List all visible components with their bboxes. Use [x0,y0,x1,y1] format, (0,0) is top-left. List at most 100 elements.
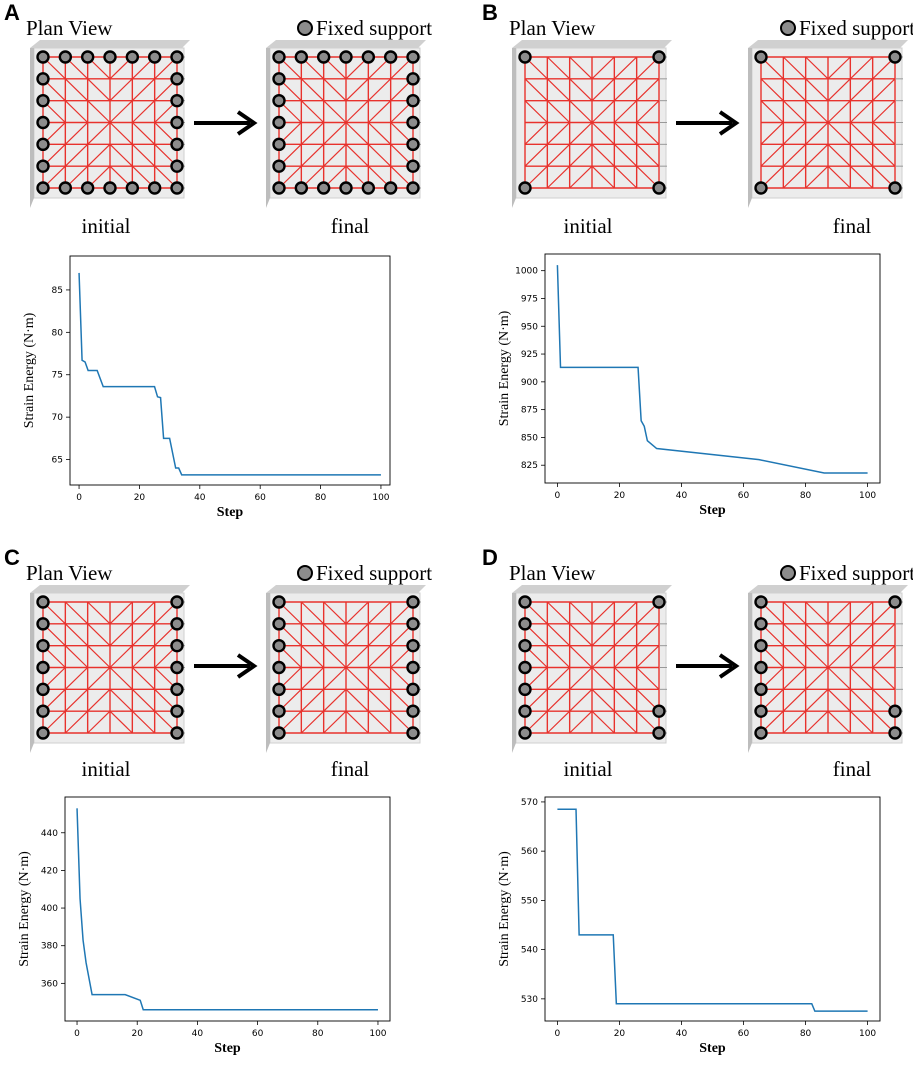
truss-member [760,78,784,102]
truss-member [109,100,133,123]
truss-member [636,78,660,102]
truss-member [782,143,807,167]
y-tick-label: 400 [41,904,58,914]
truss-member [591,623,615,647]
x-tick-label: 40 [194,493,206,503]
x-tick-label: 60 [738,1029,750,1039]
truss-member [872,645,896,668]
fixed-support-node [170,595,184,609]
x-tick-label: 20 [614,1029,626,1039]
fixed-support-node [36,704,50,718]
truss-member [345,645,369,668]
fixed-support-node [170,50,184,64]
truss-member [300,78,325,102]
x-tick-label: 40 [192,1029,204,1039]
truss-member [849,143,874,167]
y-tick-label: 550 [521,896,538,906]
fixed-support-node [103,50,117,64]
fixed-support-node [754,617,768,631]
fixed-support-node [754,181,768,195]
truss-member [805,122,829,145]
truss-member [805,100,829,123]
fixed-support-node [170,660,184,675]
fixed-support-node [272,115,286,130]
strain-energy-chart: 0 20 40 60 80 100 825 850 875 900 925 950 975 1000 Ste… [497,253,881,518]
fixed-support-node [272,617,286,631]
fixed-support-node [406,50,420,64]
fixed-support-node [147,50,162,64]
plan-view-final [266,585,426,753]
truss-member [613,122,638,145]
strain-energy-chart: 0 20 40 60 80 100 530 540 550 560 570 Step Strain En… [497,796,881,1056]
truss-member [591,601,615,625]
truss-member [109,601,133,625]
fixed-support-node [58,50,73,64]
fixed-support-node [272,704,286,718]
truss-member [636,667,660,690]
series-line-strain-energy [556,265,868,474]
fixed-support-node [888,704,902,718]
truss-member [131,623,156,647]
truss-member [64,623,89,647]
fixed-support-node [294,181,309,195]
y-tick-label: 440 [41,829,58,839]
fixed-support-node [272,638,286,653]
x-tick-label: 0 [74,1029,80,1039]
arrow-icon [676,110,740,136]
plan-view-initial [512,585,672,753]
truss-member [849,122,874,145]
truss-member [569,165,593,189]
truss-member [613,710,638,734]
truss-member [782,645,807,668]
truss-member [613,100,638,123]
truss-member [849,688,874,712]
fixed-support-node [652,704,666,718]
fixed-support-node [406,682,420,697]
fixed-support-node [170,115,184,130]
fixed-support-node [36,181,50,195]
fixed-support-node [272,93,286,108]
truss-member [613,667,638,690]
caption-final: final [330,214,370,238]
box-top [512,585,672,593]
fixed-support-node [80,181,95,195]
fixed-support-node [518,50,532,64]
plan-view-final [266,40,426,208]
caption-initial: initial [81,757,131,781]
truss-member [323,688,347,712]
truss-member [323,667,347,690]
fixed-support-node [272,660,286,675]
y-tick-label: 925 [521,350,538,360]
x-tick-label: 0 [76,493,82,503]
x-tick-label: 100 [859,491,876,501]
plan-view-label: Plan View [509,561,596,585]
plan-view-final [748,40,908,208]
fixed-support-node [36,159,50,173]
fixed-support-node [272,181,286,195]
truss-member [546,78,571,102]
panel-c: C Plan View Fixed support initial final … [0,545,456,1066]
fixed-support-icon [780,20,796,36]
fixed-support-node [361,181,376,195]
box-top [30,40,190,48]
truss-member [782,601,807,625]
truss-member [805,56,829,80]
x-axis-label: Step [699,1041,726,1056]
truss-member [569,100,593,123]
fixed-support-node [272,726,286,740]
y-tick-label: 825 [521,461,538,471]
fixed-support-icon [297,20,313,36]
truss-member [345,143,369,167]
truss-member [760,122,784,145]
fixed-support-node [316,50,331,64]
y-axis-label: Strain Energy (N·m) [22,312,37,428]
truss-member [591,710,615,734]
panel-label: B [482,0,498,25]
y-tick-label: 530 [521,995,538,1005]
truss-member [782,710,807,734]
truss-member [849,623,874,647]
truss-member [636,100,660,123]
truss-member [323,601,347,625]
y-tick-label: 1000 [515,267,538,277]
truss-member [131,601,156,625]
